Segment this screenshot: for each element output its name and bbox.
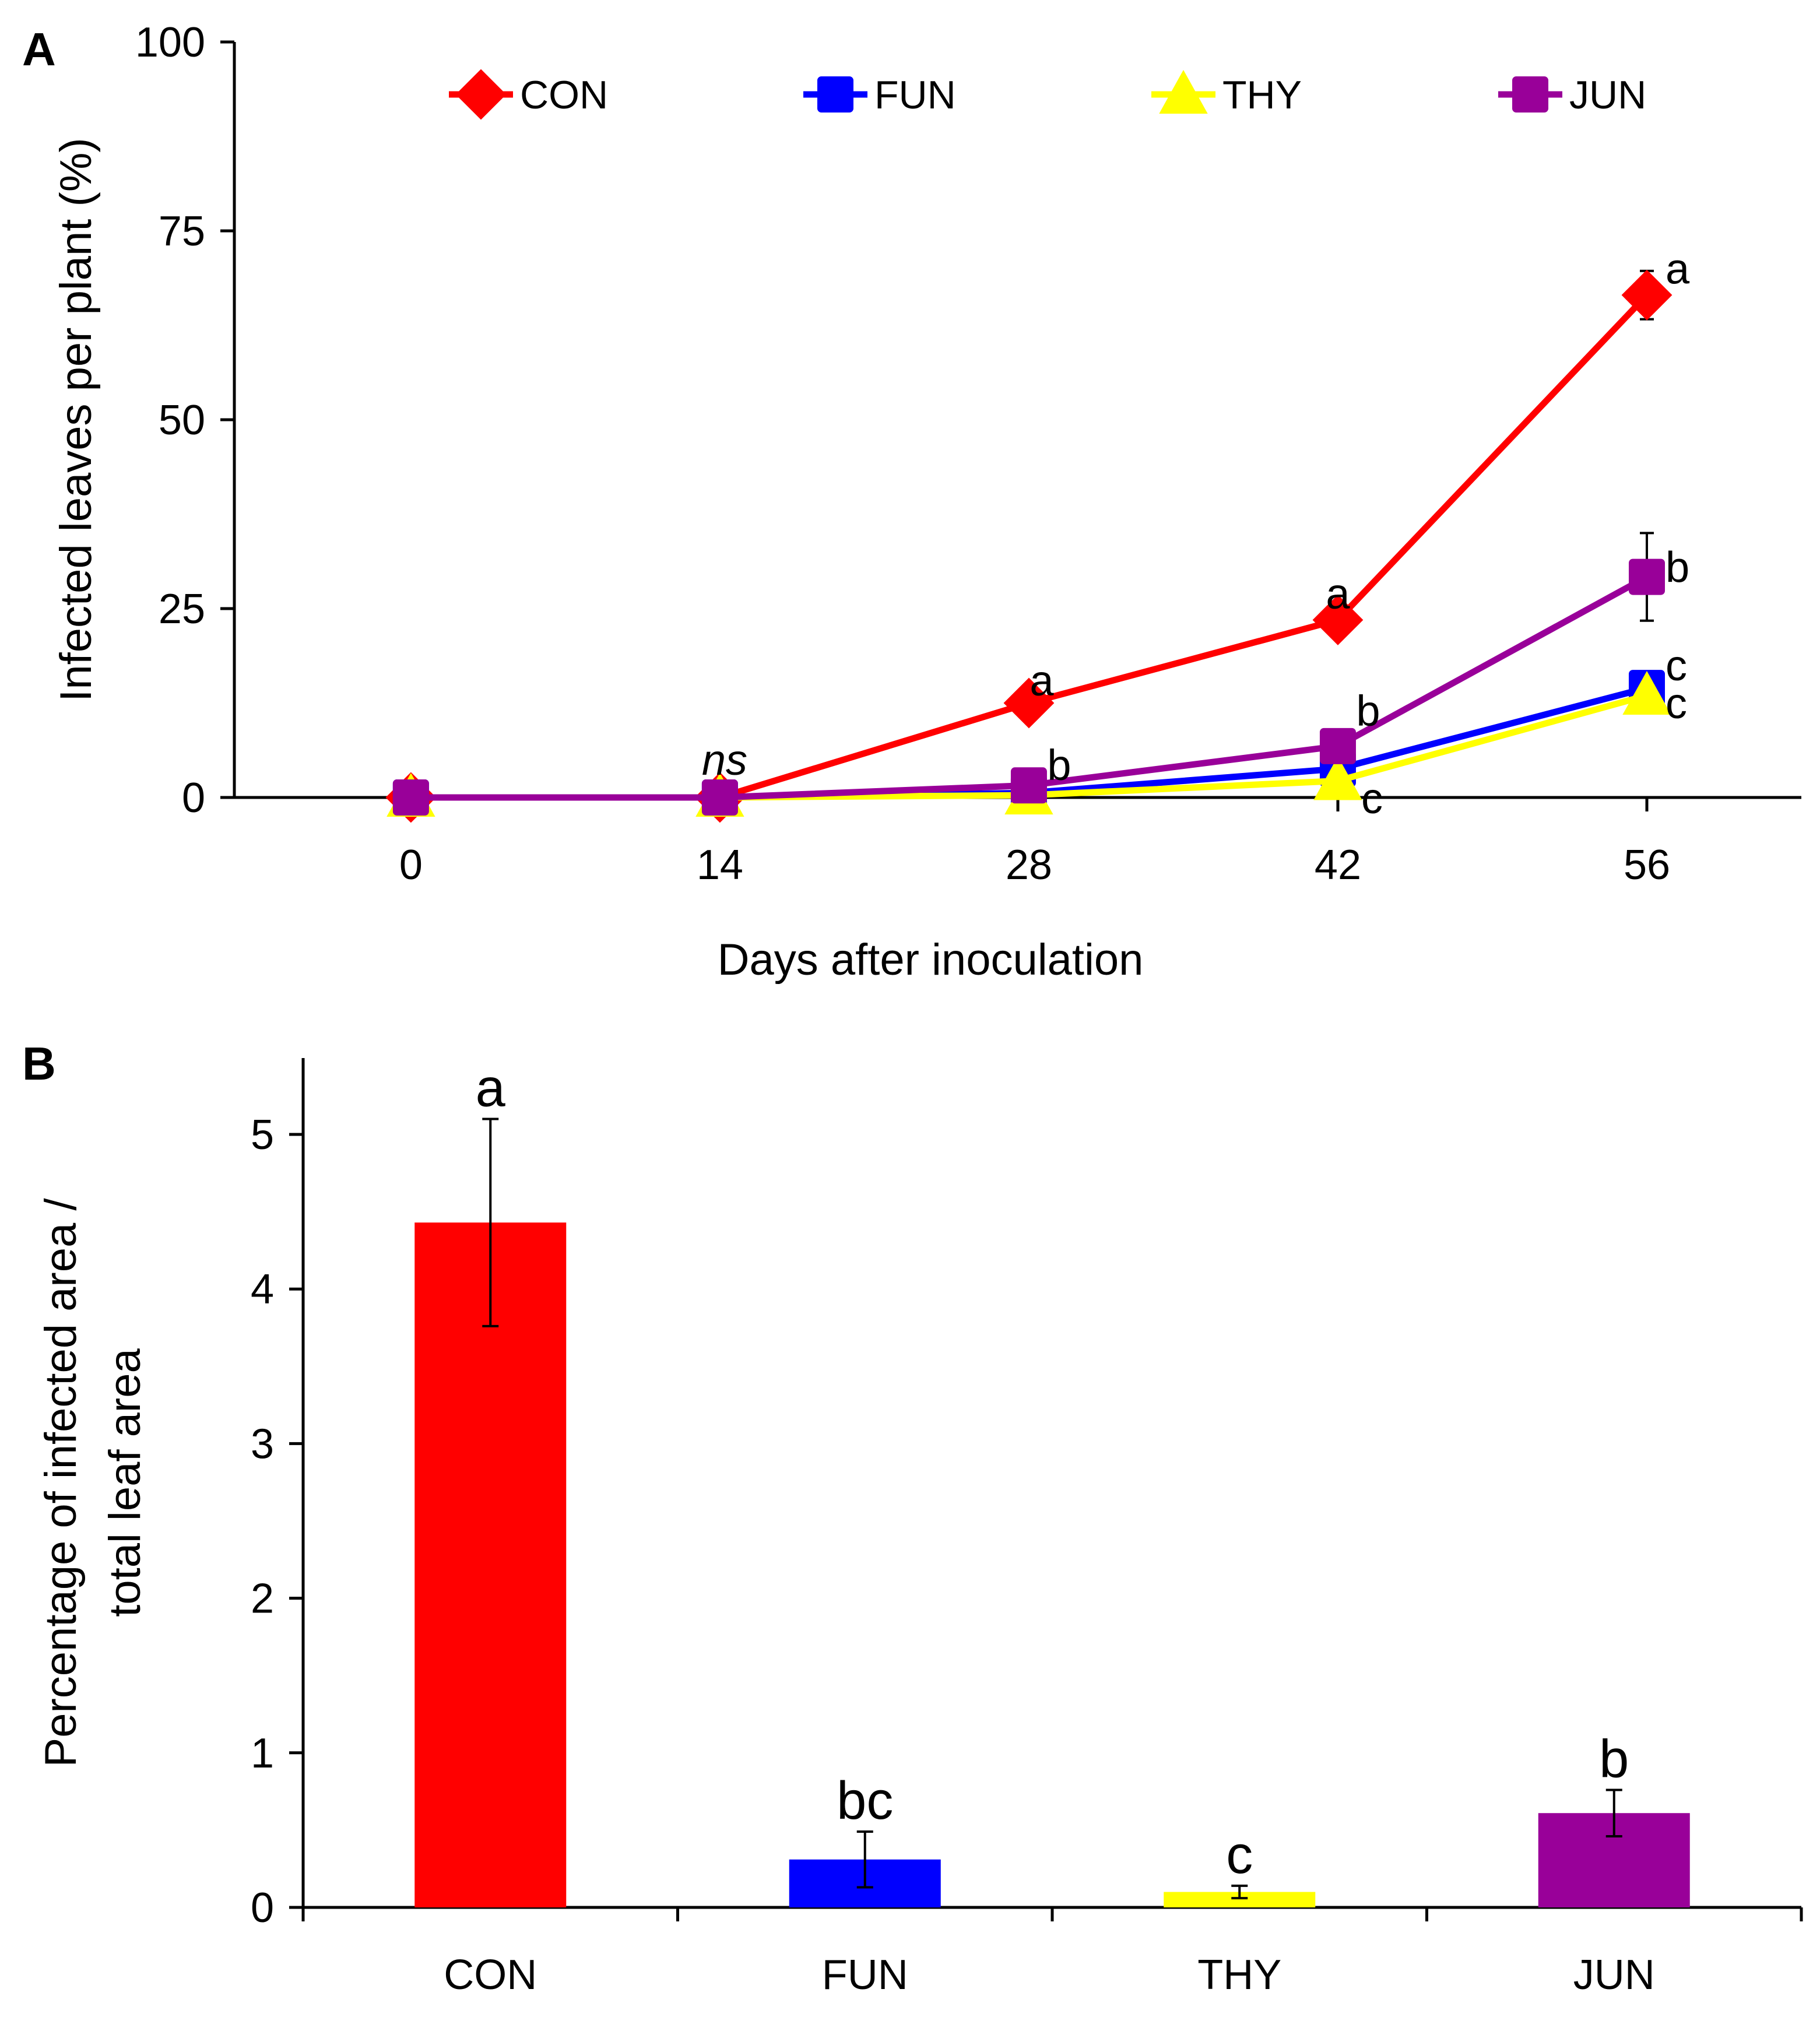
data-point-jun [1319,728,1356,764]
y-axis-title-line-2: total leaf area [100,1348,150,1617]
legend-marker-fun [817,76,853,113]
significance-label: c [1666,641,1687,690]
x-tick-label: 14 [697,842,743,888]
y-tick-label: 2 [251,1576,274,1622]
legend-marker-jun [1512,76,1548,113]
legend-item-thy: THY [1151,69,1302,117]
significance-label: a [1326,570,1350,618]
data-point-thy [1313,756,1362,800]
bar-con [414,1222,567,1907]
y-tick-label: 75 [159,208,205,255]
significance-label: b [1356,687,1380,735]
x-tick-label: JUN [1573,1952,1655,1998]
legend-item-jun: JUN [1498,73,1646,117]
significance-label: ns [702,736,747,784]
y-tick-label: 0 [182,775,205,821]
y-tick-label: 4 [251,1266,274,1313]
significance-label: c [1666,679,1687,728]
data-point-con [1003,677,1055,729]
legend-label: CON [520,73,608,117]
legend-label: JUN [1569,73,1646,117]
y-tick-label: 100 [135,19,205,66]
y-tick-label: 5 [251,1112,274,1158]
legend-marker-con [455,69,507,120]
series-jun [392,532,1665,816]
panel-b-letter: B [22,1038,56,1090]
significance-label: b [1666,543,1689,592]
data-point-con [1312,595,1364,645]
x-tick-label: CON [444,1952,537,1998]
panel-a-line-chart: A 0 25 50 75 100 0 14 28 42 56 Days after inoculati… [22,19,1801,985]
x-tick-label: THY [1197,1952,1281,1998]
x-tick-label: 42 [1315,842,1361,888]
y-tick-label: 3 [251,1421,274,1467]
panel-a-letter: A [22,23,56,75]
panel-b-bar-chart: B 0 1 2 3 4 5 a CON bc FUN c THY b JUN Percentage of in… [22,1038,1803,1998]
data-point-jun [1010,767,1047,804]
x-tick-label: 56 [1624,842,1670,888]
legend-label: FUN [874,73,956,117]
significance-label: c [1226,1825,1253,1885]
legend-item-con: CON [449,69,608,120]
data-point-jun [701,779,738,816]
y-tick-label: 25 [159,586,205,632]
significance-label: c [1361,774,1383,823]
legend-marker-thy [1159,69,1208,114]
significance-label: bc [837,1771,893,1830]
legend-item-fun: FUN [803,73,956,117]
data-point-con [1621,269,1673,321]
significance-label: a [1666,245,1690,293]
y-axis-title: Infected leaves per plant (%) [51,138,101,701]
x-tick-label: 28 [1006,842,1052,888]
data-point-thy [1622,670,1671,715]
x-tick-label: 0 [399,842,423,888]
significance-label: a [1030,656,1054,705]
y-tick-label: 0 [251,1885,274,1931]
y-tick-label: 50 [159,397,205,444]
significance-label: b [1599,1729,1629,1788]
significance-label: a [476,1058,506,1118]
data-point-jun [1628,558,1665,595]
x-tick-label: FUN [822,1952,908,1998]
data-point-jun [392,779,429,816]
significance-label: b [1047,741,1071,789]
y-tick-label: 1 [251,1730,274,1777]
legend-label: THY [1222,73,1302,117]
x-axis-title: Days after inoculation [718,935,1144,985]
y-axis-title-line-1: Percentage of infected area / [36,1198,86,1767]
